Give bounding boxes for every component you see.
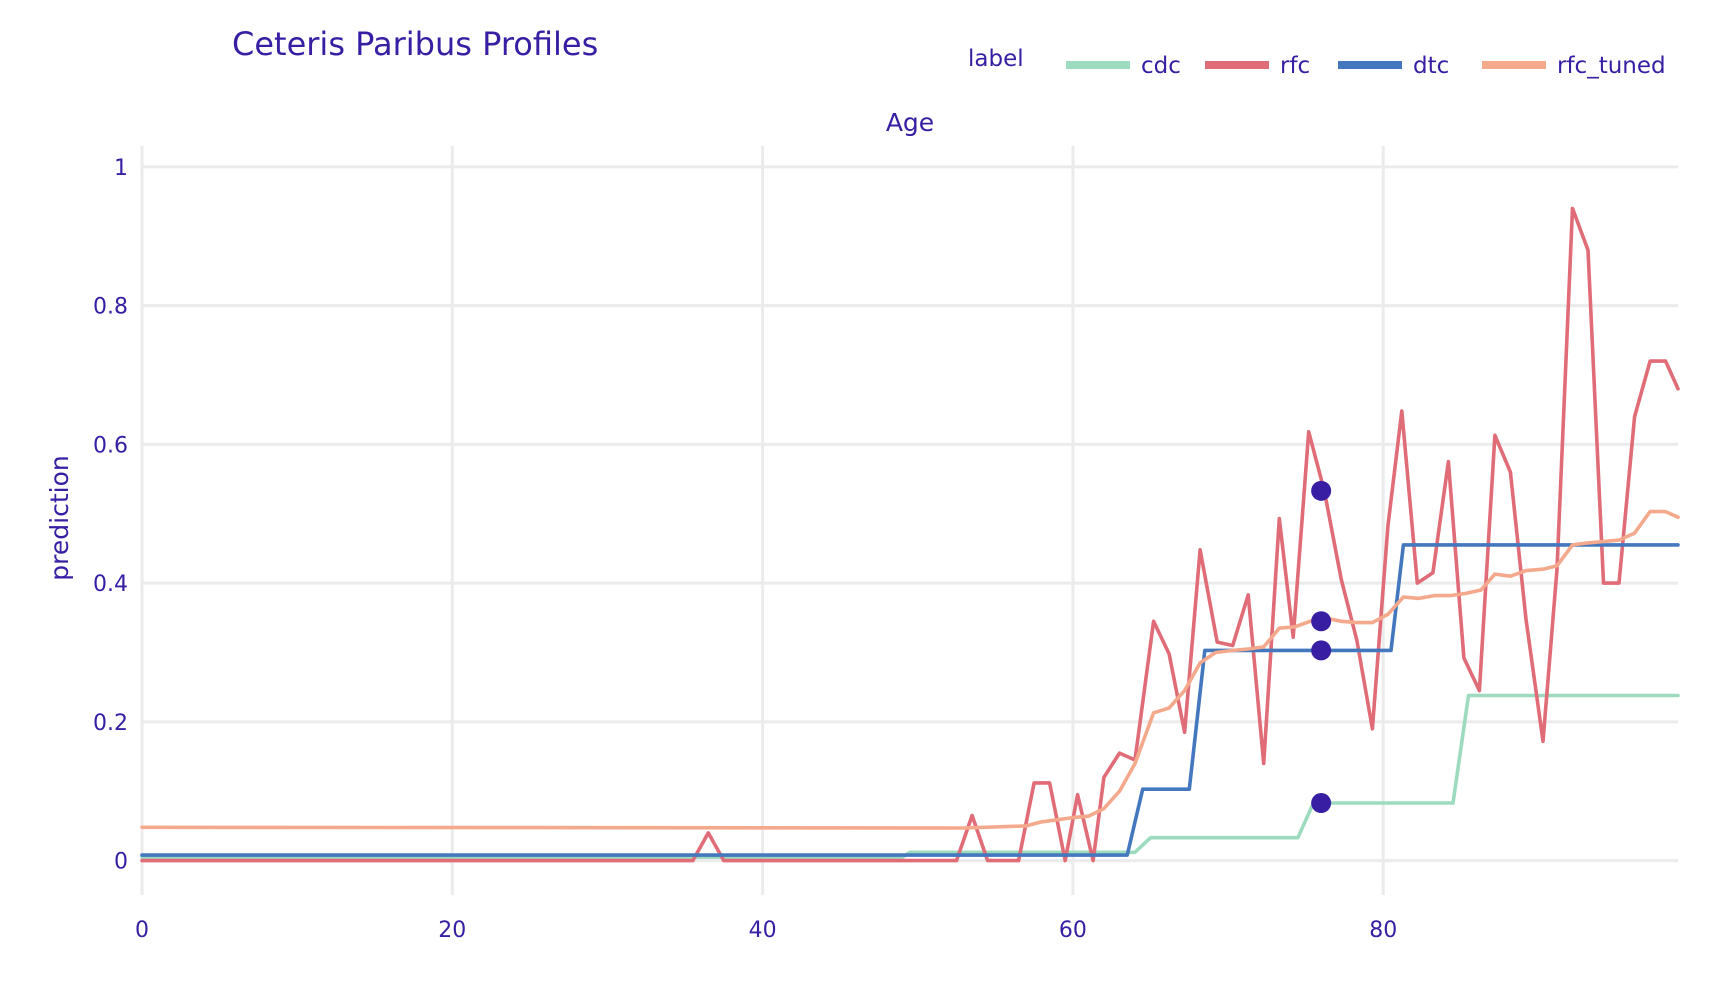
x-tick-label: 20: [438, 918, 466, 943]
legend-label: cdc: [1141, 53, 1181, 79]
axis-ticks: 0 20 40 60 80 0 0.2 0.4 0.6 0.8 1: [93, 156, 1397, 943]
observation-point-rfc: [1311, 480, 1332, 501]
series-line-rfc-tuned: [140, 509, 1680, 830]
legend-label: rfc: [1280, 53, 1310, 79]
legend: label cdc rfc dtc rfc_tuned: [968, 46, 1666, 79]
chart-title: Ceteris Paribus Profiles: [232, 25, 598, 63]
y-tick-label: 0: [114, 850, 128, 875]
y-tick-label: 0.4: [93, 572, 128, 597]
y-tick-label: 1: [114, 156, 128, 181]
observation-point-dtc: [1311, 640, 1332, 661]
legend-title: label: [968, 46, 1024, 72]
x-tick-label: 40: [749, 918, 777, 943]
observation-points: [1311, 480, 1332, 814]
legend-label: rfc_tuned: [1557, 53, 1666, 79]
series-line-dtc: [140, 543, 1680, 857]
series-line-rfc: [140, 206, 1680, 863]
series-lines: [140, 206, 1680, 863]
x-tick-label: 0: [135, 918, 149, 943]
y-tick-label: 0.2: [93, 711, 128, 736]
grid-lines: [140, 146, 1678, 895]
legend-item-rfc-tuned[interactable]: rfc_tuned: [1482, 53, 1666, 79]
y-tick-label: 0.8: [93, 295, 128, 320]
x-tick-label: 60: [1059, 918, 1087, 943]
legend-item-rfc[interactable]: rfc: [1205, 53, 1310, 79]
legend-item-cdc[interactable]: cdc: [1066, 53, 1181, 79]
x-tick-label: 80: [1369, 918, 1397, 943]
y-axis-title: prediction: [45, 455, 74, 580]
observation-point-cdc: [1311, 793, 1332, 814]
legend-label: dtc: [1413, 53, 1449, 79]
observation-point-rfc-tuned: [1311, 611, 1332, 632]
subplot-title-age: Age: [886, 108, 934, 137]
y-tick-label: 0.6: [93, 433, 128, 458]
legend-item-dtc[interactable]: dtc: [1338, 53, 1449, 79]
series-line-cdc: [140, 693, 1680, 859]
